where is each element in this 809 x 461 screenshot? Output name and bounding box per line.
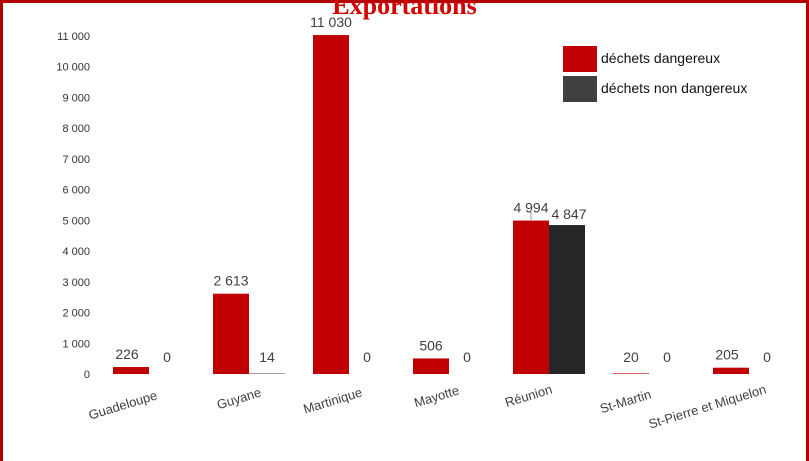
y-tick-label: 4 000 — [62, 246, 90, 258]
data-label: 11 030 — [310, 14, 352, 30]
data-label: 0 — [363, 349, 371, 365]
data-label: 14 — [259, 349, 275, 365]
y-tick-label: 11 000 — [57, 31, 90, 43]
y-tick-label: 6 000 — [62, 185, 90, 197]
data-label: 0 — [663, 349, 671, 365]
x-category-label: Martinique — [301, 385, 363, 417]
y-tick-label: 7 000 — [62, 154, 90, 166]
y-tick-label: 2 000 — [62, 308, 90, 320]
data-label: 4 847 — [551, 206, 586, 222]
x-category-label: Mayotte — [412, 383, 461, 411]
bar — [313, 35, 349, 374]
data-label: 205 — [715, 347, 739, 363]
bar — [713, 367, 749, 374]
data-label: 0 — [763, 349, 771, 365]
bar — [413, 358, 449, 374]
y-tick-label: 9 000 — [62, 92, 90, 104]
legend-swatch — [563, 46, 597, 72]
x-category-label: Réunion — [503, 382, 554, 411]
x-axis: Guadeloupe Guyane Martinique Mayotte Réunion… — [87, 382, 768, 432]
data-label: 2 613 — [213, 273, 248, 289]
bar — [113, 367, 149, 374]
bar — [613, 373, 649, 374]
y-tick-label: 3 000 — [62, 277, 90, 289]
bar — [549, 225, 585, 374]
legend: déchets dangereux déchets non dangereux — [563, 46, 747, 102]
y-tick-label: 10 000 — [56, 62, 90, 74]
legend-label: déchets dangereux — [601, 50, 720, 66]
data-labels: 226 0 2 613 14 11 030 0 506 0 4 994 4 847 20 0 205 0 — [115, 14, 771, 365]
bar — [513, 220, 549, 374]
data-label: 506 — [419, 337, 443, 353]
x-category-label: Guyane — [215, 385, 263, 413]
data-label: 0 — [463, 349, 471, 365]
x-category-label: Guadeloupe — [87, 388, 159, 423]
y-tick-label: 1 000 — [62, 338, 90, 350]
data-label: 226 — [115, 346, 139, 362]
y-axis: 0 1 000 2 000 3 000 4 000 5 000 6 000 7 000 8 00… — [56, 31, 90, 381]
legend-swatch — [563, 76, 597, 102]
y-tick-label: 5 000 — [62, 215, 90, 227]
bars — [113, 35, 749, 374]
data-label: 0 — [163, 349, 171, 365]
y-tick-label: 8 000 — [62, 123, 90, 135]
data-label: 20 — [623, 349, 639, 365]
legend-label: déchets non dangereux — [601, 80, 747, 96]
chart-title: Exportations — [332, 0, 477, 20]
data-label: 4 994 — [513, 200, 548, 216]
x-category-label: St-Pierre et Miquelon — [647, 382, 768, 432]
x-category-label: St-Martin — [598, 387, 653, 417]
y-tick-label: 0 — [84, 369, 90, 381]
bar — [213, 293, 249, 374]
